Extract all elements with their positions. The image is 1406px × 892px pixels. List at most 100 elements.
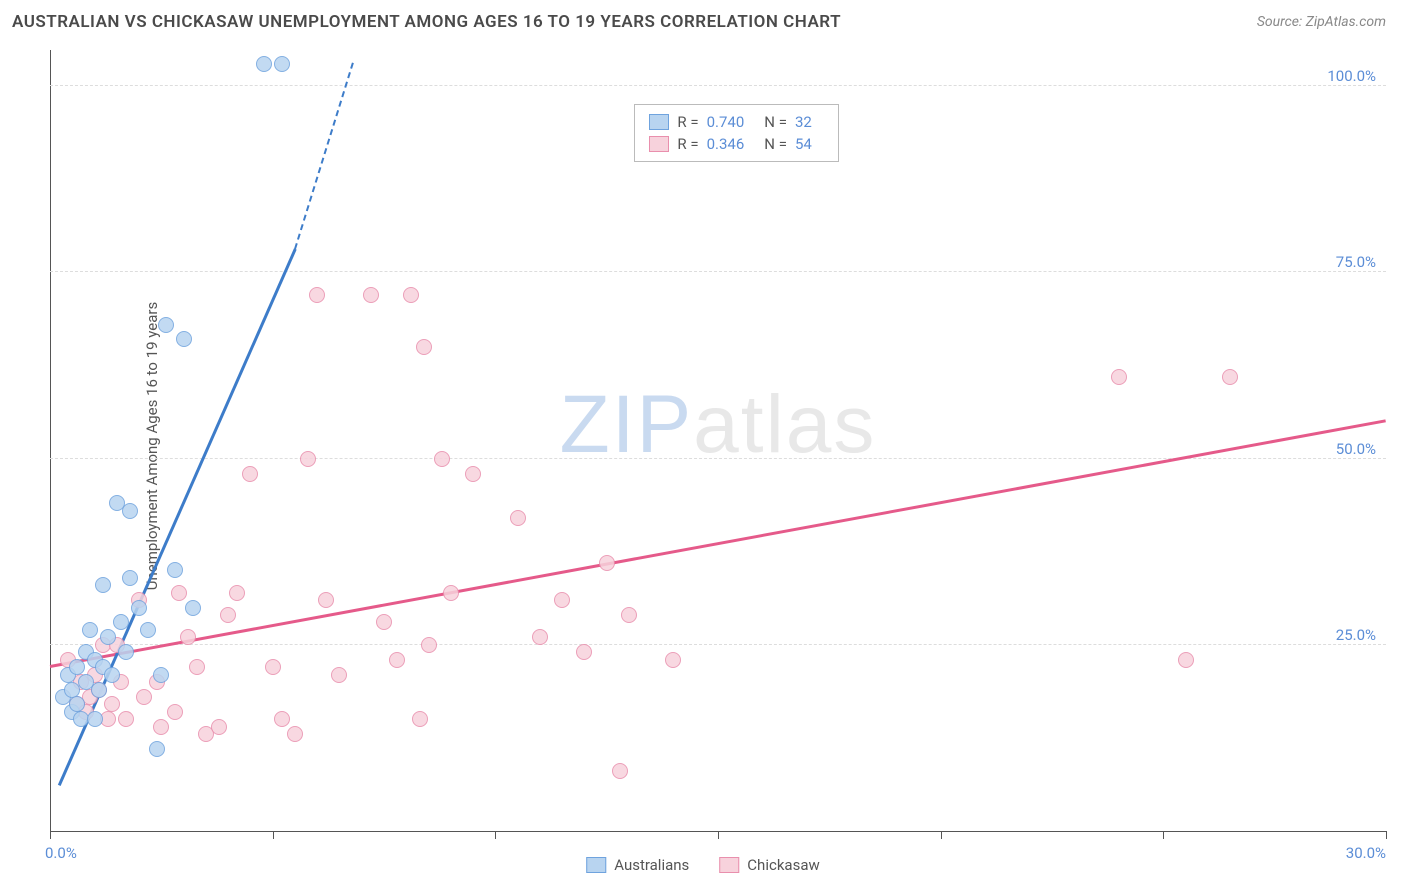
data-point-chickasaw bbox=[211, 719, 227, 735]
y-axis bbox=[50, 50, 51, 831]
data-point-chickasaw bbox=[180, 629, 196, 645]
data-point-australians bbox=[153, 667, 169, 683]
data-point-chickasaw bbox=[300, 451, 316, 467]
n-label: N = bbox=[764, 113, 787, 131]
data-point-chickasaw bbox=[229, 585, 245, 601]
x-tick bbox=[1163, 831, 1164, 839]
data-point-chickasaw bbox=[1222, 369, 1238, 385]
data-point-chickasaw bbox=[287, 726, 303, 742]
series-legend: Australians Chickasaw bbox=[586, 856, 820, 874]
data-point-chickasaw bbox=[153, 719, 169, 735]
data-point-australians bbox=[122, 503, 138, 519]
data-point-chickasaw bbox=[612, 763, 628, 779]
x-tick bbox=[273, 831, 274, 839]
data-point-chickasaw bbox=[171, 585, 187, 601]
chart-canvas: ZIPatlas 25.0%50.0%75.0%100.0%R =0.740N … bbox=[50, 50, 1386, 832]
r-value-chickasaw: 0.346 bbox=[707, 135, 745, 153]
r-label: R = bbox=[677, 135, 698, 153]
data-point-australians bbox=[274, 56, 290, 72]
data-point-chickasaw bbox=[532, 629, 548, 645]
data-point-chickasaw bbox=[331, 667, 347, 683]
data-point-chickasaw bbox=[599, 555, 615, 571]
data-point-chickasaw bbox=[412, 711, 428, 727]
x-tick bbox=[1386, 831, 1387, 839]
data-point-australians bbox=[140, 622, 156, 638]
data-point-australians bbox=[118, 644, 134, 660]
data-point-chickasaw bbox=[434, 451, 450, 467]
legend-label-chickasaw: Chickasaw bbox=[747, 856, 819, 874]
data-point-chickasaw bbox=[510, 510, 526, 526]
data-point-chickasaw bbox=[136, 689, 152, 705]
data-point-australians bbox=[82, 622, 98, 638]
watermark-atlas: atlas bbox=[693, 379, 876, 470]
data-point-australians bbox=[131, 600, 147, 616]
data-point-australians bbox=[100, 629, 116, 645]
data-point-australians bbox=[185, 600, 201, 616]
swatch-chickasaw bbox=[649, 136, 669, 152]
data-point-australians bbox=[167, 562, 183, 578]
legend-item-australians: Australians bbox=[586, 856, 689, 874]
data-point-chickasaw bbox=[118, 711, 134, 727]
data-point-australians bbox=[256, 56, 272, 72]
data-point-chickasaw bbox=[265, 659, 281, 675]
data-point-chickasaw bbox=[274, 711, 290, 727]
data-point-australians bbox=[113, 614, 129, 630]
data-point-chickasaw bbox=[554, 592, 570, 608]
data-point-chickasaw bbox=[576, 644, 592, 660]
y-tick-label: 75.0% bbox=[1336, 253, 1376, 271]
data-point-chickasaw bbox=[443, 585, 459, 601]
data-point-australians bbox=[69, 659, 85, 675]
chart-title: AUSTRALIAN VS CHICKASAW UNEMPLOYMENT AMO… bbox=[12, 12, 841, 32]
data-point-chickasaw bbox=[1111, 369, 1127, 385]
data-point-chickasaw bbox=[318, 592, 334, 608]
legend-label-australians: Australians bbox=[614, 856, 689, 874]
data-point-chickasaw bbox=[621, 607, 637, 623]
data-point-australians bbox=[104, 667, 120, 683]
x-tick-label-max: 30.0% bbox=[1346, 844, 1386, 862]
data-point-australians bbox=[69, 696, 85, 712]
r-label: R = bbox=[677, 113, 698, 131]
trend-australians-dashed bbox=[294, 63, 354, 250]
source-label: Source: ZipAtlas.com bbox=[1257, 14, 1386, 30]
legend-item-chickasaw: Chickasaw bbox=[719, 856, 819, 874]
data-point-australians bbox=[149, 741, 165, 757]
x-tick bbox=[50, 831, 51, 839]
swatch-chickasaw bbox=[719, 857, 739, 873]
x-tick bbox=[941, 831, 942, 839]
data-point-australians bbox=[122, 570, 138, 586]
data-point-chickasaw bbox=[465, 466, 481, 482]
data-point-chickasaw bbox=[1178, 652, 1194, 668]
data-point-chickasaw bbox=[309, 287, 325, 303]
data-point-chickasaw bbox=[363, 287, 379, 303]
gridline bbox=[50, 271, 1386, 272]
stats-legend: R =0.740N =32R =0.346N =54 bbox=[634, 104, 838, 162]
trend-chickasaw bbox=[50, 419, 1386, 667]
data-point-australians bbox=[87, 711, 103, 727]
data-point-chickasaw bbox=[104, 696, 120, 712]
n-value-chickasaw: 54 bbox=[795, 135, 812, 153]
gridline bbox=[50, 644, 1386, 645]
n-label: N = bbox=[764, 135, 787, 153]
data-point-chickasaw bbox=[242, 466, 258, 482]
data-point-chickasaw bbox=[421, 637, 437, 653]
data-point-australians bbox=[176, 331, 192, 347]
gridline bbox=[50, 85, 1386, 86]
n-value-australians: 32 bbox=[795, 113, 812, 131]
swatch-australians bbox=[649, 114, 669, 130]
data-point-australians bbox=[95, 577, 111, 593]
y-tick-label: 100.0% bbox=[1327, 67, 1376, 85]
data-point-australians bbox=[158, 317, 174, 333]
watermark-zip: ZIP bbox=[560, 379, 694, 470]
y-tick-label: 25.0% bbox=[1336, 626, 1376, 644]
y-tick-label: 50.0% bbox=[1336, 440, 1376, 458]
x-tick bbox=[495, 831, 496, 839]
data-point-chickasaw bbox=[189, 659, 205, 675]
stats-row-chickasaw: R = 0.346 N = 54 bbox=[649, 133, 823, 155]
data-point-australians bbox=[91, 682, 107, 698]
x-tick-label-min: 0.0% bbox=[45, 844, 77, 862]
swatch-australians bbox=[586, 857, 606, 873]
x-tick bbox=[718, 831, 719, 839]
data-point-chickasaw bbox=[403, 287, 419, 303]
data-point-chickasaw bbox=[389, 652, 405, 668]
data-point-chickasaw bbox=[167, 704, 183, 720]
